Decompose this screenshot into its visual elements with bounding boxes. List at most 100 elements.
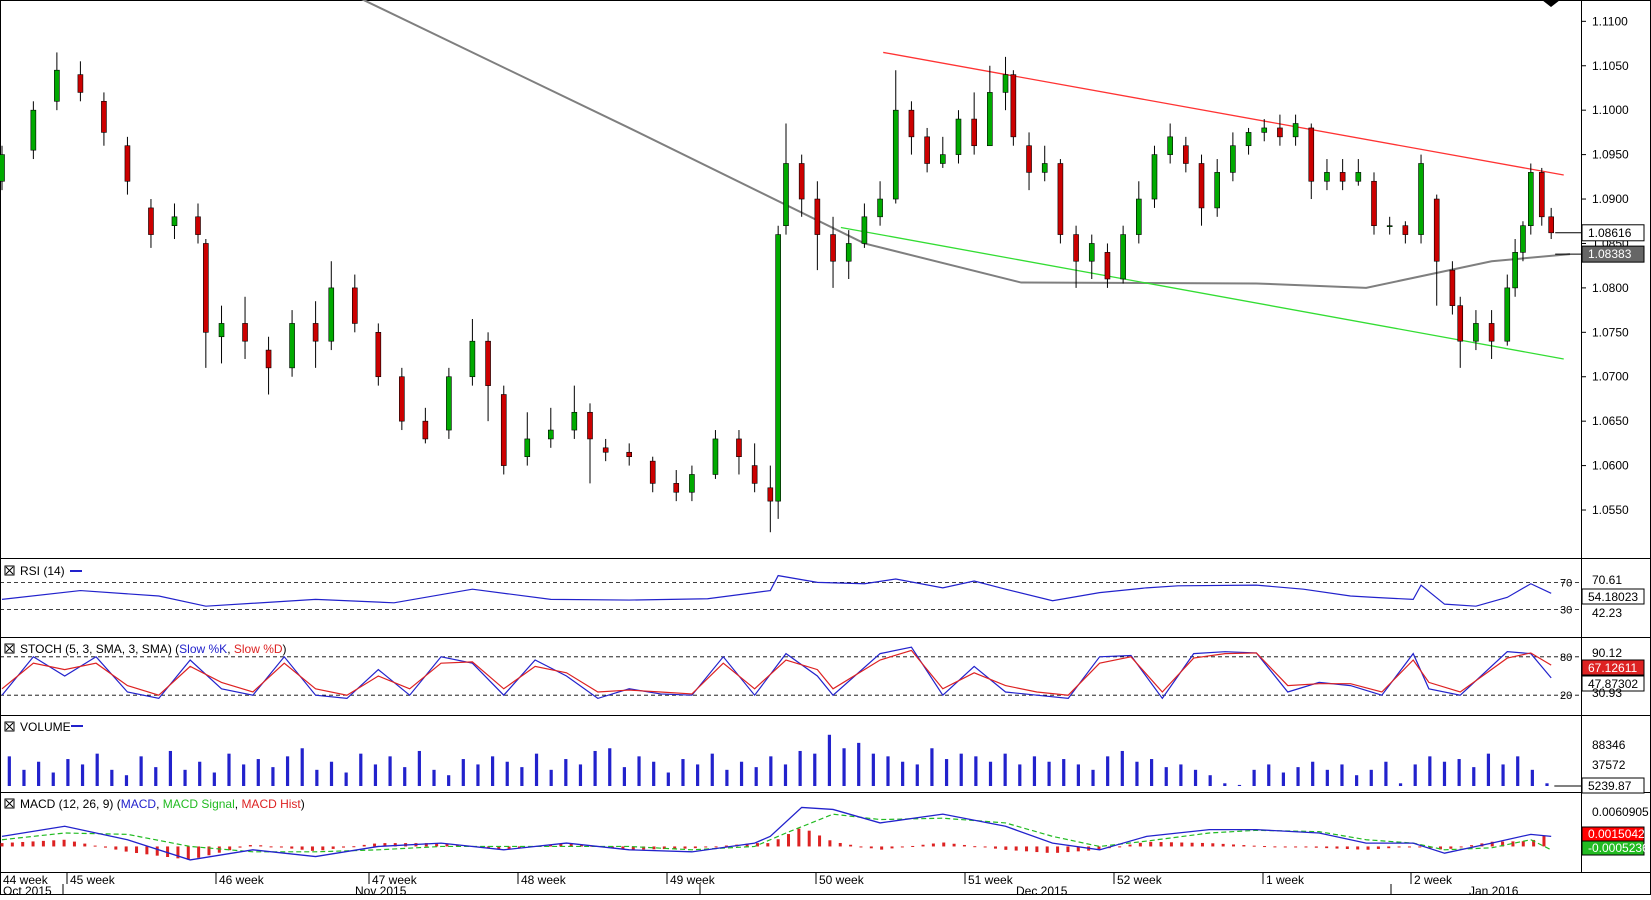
candle-body: [1230, 145, 1236, 173]
candle-body: [767, 487, 774, 502]
macd-hist-bar: [31, 841, 35, 847]
volume-bar: [901, 761, 905, 786]
candle-body: [1386, 225, 1393, 227]
week-label: 1 week: [1266, 873, 1305, 887]
candle-body: [1277, 127, 1283, 138]
macd-hist-bar: [559, 843, 563, 847]
macd-hist-bar: [931, 843, 935, 847]
macd-hist-bar: [807, 830, 811, 847]
macd-hist-bar: [745, 843, 749, 847]
macd-hist-bar: [279, 846, 283, 848]
macd-hist-bar: [1242, 845, 1246, 847]
volume-bar: [1296, 767, 1300, 786]
volume-bar: [7, 756, 11, 786]
candle-body: [924, 136, 930, 164]
macd-line: [1, 806, 1552, 861]
price-tick-label: 1.0550: [1592, 503, 1629, 517]
volume-bar: [432, 769, 436, 786]
candle-body: [1449, 269, 1456, 306]
candle-body: [1041, 163, 1048, 173]
candle-body: [602, 447, 609, 453]
volume-bar: [637, 756, 641, 786]
macd-legend-close: ): [301, 797, 305, 811]
volume-header[interactable]: VOLUME: [4, 720, 83, 734]
macd-hist-bar: [207, 846, 211, 856]
volume-bar: [783, 764, 788, 786]
value-box-label: 5239.87: [1588, 779, 1632, 793]
candle-body: [1457, 305, 1464, 342]
scroll-marker-icon[interactable]: [1542, 0, 1560, 7]
candle-body: [289, 323, 295, 369]
indicator-line: [1, 574, 1552, 607]
candle-body: [446, 376, 452, 431]
candle-body: [626, 451, 633, 458]
candle-body: [1198, 163, 1205, 209]
macd-tick-label: 0.0060905: [1592, 805, 1649, 819]
macd-hist-bar: [704, 846, 708, 848]
volume-bar: [1003, 753, 1007, 786]
stoch-legend-close: ): [283, 642, 287, 656]
moving-average-line: [361, 0, 1571, 289]
volume-bar: [198, 761, 202, 786]
volume-bar: [930, 748, 934, 786]
macd-hist-bar: [1283, 846, 1287, 848]
week-label: 51 week: [968, 873, 1014, 887]
candle-body: [1088, 243, 1095, 262]
candle-body: [0, 154, 5, 182]
volume-bar: [593, 750, 597, 786]
volume-bar: [564, 759, 568, 786]
volume-bar: [373, 764, 378, 786]
rsi-header[interactable]: RSI (14): [4, 564, 82, 578]
volume-bar: [652, 761, 656, 786]
macd-hist-bar: [1025, 846, 1029, 852]
volume-bar: [608, 748, 612, 786]
value-box: [1581, 659, 1645, 676]
volume-bar: [988, 761, 993, 786]
volume-bar: [1062, 759, 1066, 786]
macd-hist-bar: [362, 844, 366, 847]
macd-hist-bar: [849, 844, 853, 847]
candle-body: [171, 216, 178, 226]
upper-trendline: [883, 51, 1564, 176]
volume-bar: [549, 769, 553, 786]
candle-body: [775, 234, 781, 502]
macd-hist-bar: [818, 835, 822, 847]
macd-hist-bar: [1045, 846, 1049, 853]
volume-bar: [1091, 769, 1095, 786]
macd-legend-open: (: [113, 797, 120, 811]
week-label: 44 week: [3, 873, 49, 887]
candle-body: [328, 287, 335, 342]
macd-hist-bar: [197, 846, 201, 858]
candle-body: [265, 349, 272, 369]
macd-hist-bar: [1273, 846, 1277, 848]
macd-hist-bar: [1304, 846, 1308, 848]
candle-body: [399, 376, 405, 422]
stoch-params: STOCH (5, 3, SMA, 3, SMA): [20, 642, 172, 656]
volume-bar: [798, 750, 802, 786]
macd-hist-bar: [507, 846, 511, 850]
candle-body: [798, 163, 805, 200]
macd-legend-sep1: ,: [156, 797, 163, 811]
price-tick-label: 1.1000: [1592, 103, 1629, 117]
volume-bar: [1413, 764, 1417, 786]
price-tick-label: 1.0600: [1592, 459, 1629, 473]
price-tick-label: 1.0800: [1592, 281, 1629, 295]
candle-body: [939, 154, 946, 164]
month-label: Dec 2015: [1016, 884, 1068, 895]
stoch-title: STOCH (5, 3, SMA, 3, SMA) (Slow %K, Slow…: [20, 642, 287, 656]
candle-body: [830, 234, 836, 262]
macd-hist-bar: [1169, 842, 1173, 847]
macd-header[interactable]: MACD (12, 26, 9) (MACD, MACD Signal, MAC…: [4, 797, 305, 811]
candle-body: [1488, 323, 1495, 342]
candle-body: [1136, 198, 1142, 235]
macd-hist-bar: [911, 845, 915, 847]
stoch-header[interactable]: STOCH (5, 3, SMA, 3, SMA) (Slow %K, Slow…: [4, 642, 287, 656]
macd-hist-bar: [1335, 846, 1339, 849]
macd-hist-bar: [766, 843, 770, 847]
volume-bar: [944, 759, 949, 786]
volume-bar: [1106, 756, 1110, 786]
level-label: 30: [1560, 605, 1572, 617]
volume-bar: [769, 756, 773, 786]
volume-tick-label: 37572: [1592, 758, 1626, 772]
